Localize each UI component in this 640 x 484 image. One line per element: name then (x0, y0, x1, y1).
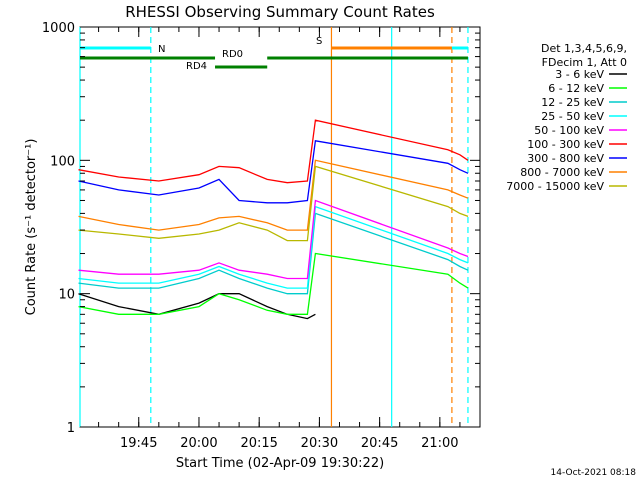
series-layer (78, 119, 469, 320)
y-tick-label: 10 (58, 288, 75, 303)
x-tick-label: 20:30 (301, 436, 338, 451)
legend-header: FDecim 1, Att 0 (542, 56, 627, 69)
legend-entry-label: 100 - 300 keV (527, 138, 604, 151)
x-tick-label: 20:00 (180, 436, 217, 451)
state-bar-label: RD4 (186, 61, 207, 72)
legend: Det 1,3,4,5,6,9,FDecim 1, Att 03 - 6 keV… (506, 42, 627, 193)
series-line (78, 119, 469, 184)
x-axis-label: Start Time (02-Apr-09 19:30:22) (176, 456, 384, 471)
legend-entry-label: 300 - 800 keV (527, 152, 604, 165)
y-axis-label: Count Rate (s⁻¹ detector⁻¹) (24, 139, 39, 316)
axis-layer: 1 10 100 1000 19:45 20:00 20:15 20:30 20:45 21:00 (42, 21, 481, 451)
legend-entry-label: 6 - 12 keV (548, 82, 604, 95)
x-tick-label: 21:00 (421, 436, 458, 451)
chart-title: RHESSI Observing Summary Count Rates (125, 3, 435, 21)
legend-entry-label: 800 - 7000 keV (520, 166, 604, 179)
series-line (78, 199, 469, 280)
legend-header: Det 1,3,4,5,6,9, (541, 42, 627, 55)
series-line (78, 165, 469, 242)
legend-entry-label: 3 - 6 keV (555, 68, 604, 81)
legend-entry-label: 12 - 25 keV (541, 96, 604, 109)
annotation-layer: N RD0 RD4 S (79, 27, 469, 427)
y-tick-label: 1000 (42, 21, 75, 36)
series-line (78, 205, 469, 289)
series-line (78, 293, 316, 320)
legend-entry-label: 25 - 50 keV (541, 110, 604, 123)
y-tick-label: 1 (67, 421, 75, 436)
x-tick-label: 19:45 (120, 436, 157, 451)
series-line (78, 140, 469, 204)
footer-date: 14-Oct-2021 08:18 (551, 468, 637, 478)
state-bar-label: RD0 (222, 49, 243, 60)
legend-entry-label: 7000 - 15000 keV (506, 180, 604, 193)
legend-entry-label: 50 - 100 keV (534, 124, 604, 137)
state-bar-label: S (316, 36, 322, 47)
series-line (78, 159, 469, 231)
series-line (78, 252, 469, 315)
x-tick-label: 20:15 (240, 436, 277, 451)
state-bar-label: N (158, 44, 165, 55)
y-tick-label: 100 (50, 154, 75, 169)
x-tick-label: 20:45 (361, 436, 398, 451)
series-line (78, 212, 469, 295)
